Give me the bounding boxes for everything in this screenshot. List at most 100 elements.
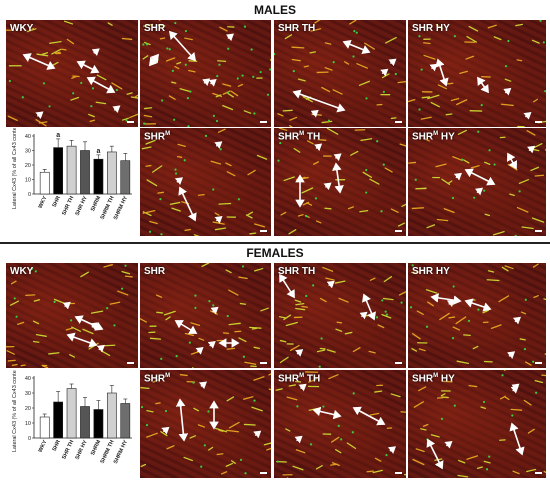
double-arrow: [464, 298, 492, 312]
panel-label-text: SHR: [412, 373, 434, 385]
arrow-marker: [253, 430, 262, 439]
bar: [80, 150, 90, 195]
arrow-marker: [527, 145, 536, 154]
double-arrow: [175, 398, 189, 442]
bar: [39, 171, 50, 195]
scale-bar: [260, 230, 267, 232]
arrow-marker: [225, 33, 234, 42]
panel-label-sup: M: [299, 131, 305, 137]
double-arrow: [279, 273, 295, 299]
y-tick-label: 30: [25, 149, 31, 155]
arrow-marker: [333, 153, 342, 162]
males-title: MALES: [254, 3, 296, 17]
y-tick-label: 10: [25, 421, 31, 427]
arrow-marker: [35, 111, 44, 120]
y-tick-label: 0: [28, 436, 31, 442]
micrograph-females-1: WKY: [6, 263, 138, 368]
double-arrow: [74, 315, 104, 331]
panel-label-sup: M: [165, 131, 171, 137]
panel-label: SHR: [144, 266, 165, 277]
double-arrow: [342, 39, 371, 55]
scale-bar: [535, 472, 542, 474]
arrow-marker: [198, 381, 207, 390]
panel-label-text: WKY: [10, 23, 34, 34]
y-tick-label: 40: [25, 376, 31, 382]
males-chart: 0 10 20 30 40 Lateral Cx43 (% of all Cx43 con…: [4, 128, 138, 234]
arrow-marker: [359, 311, 368, 320]
y-tick-label: 10: [25, 178, 31, 184]
arrow-marker: [112, 105, 121, 114]
double-arrow: [174, 320, 198, 334]
micrograph-females-2: SHR: [140, 263, 271, 368]
scale-bar: [535, 121, 542, 123]
x-tick-label: WKY: [38, 195, 49, 209]
double-arrow: [292, 89, 346, 113]
y-tick-label: 20: [25, 406, 31, 412]
arrow-marker: [511, 383, 520, 392]
panel-label-text: SHR: [144, 373, 166, 385]
double-arrow: [312, 406, 342, 420]
scale-bar: [395, 121, 402, 123]
panel-label: WKY: [10, 266, 33, 277]
panel-label: SHR TH: [278, 266, 315, 277]
bar: [120, 160, 131, 195]
y-tick-label: 40: [25, 134, 31, 140]
scale-bar: [535, 362, 542, 364]
panel-label: SHRM TH: [278, 373, 320, 384]
x-tick-label: SHRM HY: [113, 439, 129, 465]
micrograph-females-3: SHR TH: [274, 263, 406, 368]
panel-label: SHR TH: [278, 23, 315, 34]
panel-label-text: SHR: [144, 131, 166, 143]
x-tick-label: SHR TH: [61, 195, 75, 216]
double-arrow: [149, 53, 159, 67]
panel-label-suffix: TH: [304, 373, 321, 385]
scale-bar: [260, 472, 267, 474]
panel-label-suffix: HY: [438, 373, 455, 385]
arrow-marker: [195, 346, 204, 355]
x-tick-label: SHR: [52, 439, 62, 452]
double-arrow: [178, 186, 197, 222]
section-separator: [0, 242, 550, 244]
micrograph-females-5: SHRM: [140, 370, 271, 478]
micrograph-males-1: WKY: [6, 20, 138, 127]
panel-label-suffix: TH: [304, 131, 321, 143]
scale-bar: [127, 362, 134, 364]
bar: [120, 403, 131, 439]
x-tick-label: SHRM HY: [113, 195, 129, 221]
bar: [53, 147, 64, 195]
females-chart: 0 10 20 30 40 Lateral Cx43 (% of all Cx43 con…: [4, 370, 138, 478]
scale-bar: [395, 472, 402, 474]
y-tick-label: 30: [25, 391, 31, 397]
bar: [80, 406, 90, 439]
arrow-marker: [310, 109, 319, 118]
scale-bar: [395, 230, 402, 232]
arrow-marker: [444, 440, 453, 449]
scale-bar: [535, 230, 542, 232]
significance-label: a: [96, 148, 100, 155]
panel-label-sup: M: [433, 373, 439, 379]
double-arrow: [168, 30, 197, 62]
y-tick-label: 20: [25, 163, 31, 169]
micrograph-males-7: SHRM HY: [408, 128, 546, 236]
arrow-marker: [207, 341, 216, 349]
panel-label-text: SHR: [144, 23, 166, 34]
bar: [93, 409, 104, 439]
double-arrow: [352, 406, 386, 426]
arrow-marker: [323, 182, 332, 191]
bar: [66, 145, 77, 195]
micrograph-females-6: SHRM TH: [274, 370, 406, 478]
panel-label-text: SHR HY: [412, 266, 450, 277]
bar: [106, 151, 117, 195]
arrow-marker: [96, 344, 105, 353]
arrow-marker: [208, 79, 217, 87]
panel-label-text: SHR: [412, 131, 434, 143]
arrow-marker: [388, 58, 397, 67]
panel-label-suffix: HY: [438, 131, 455, 143]
double-arrow: [66, 332, 98, 348]
panel-label-text: SHR HY: [412, 23, 450, 34]
double-arrow: [426, 438, 444, 470]
arrow-marker: [89, 322, 98, 331]
panel-label: SHR HY: [412, 23, 450, 34]
x-tick-label: SHR: [52, 195, 62, 208]
panel-label-text: SHR TH: [278, 266, 316, 277]
